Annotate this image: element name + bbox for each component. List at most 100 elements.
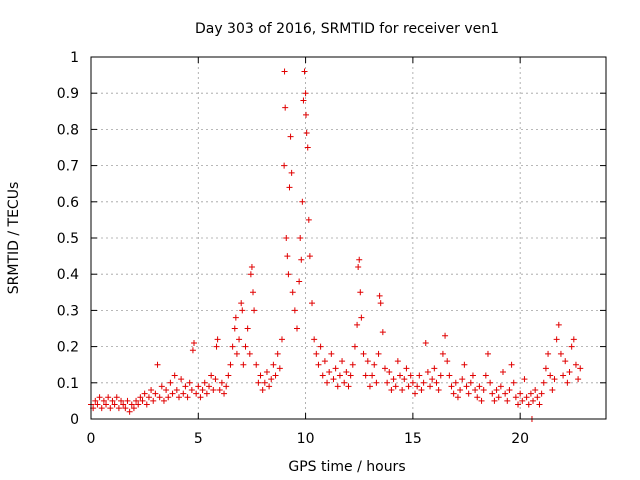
data-point bbox=[512, 394, 519, 401]
data-point bbox=[113, 394, 120, 401]
data-point bbox=[107, 405, 114, 412]
data-point bbox=[309, 300, 316, 307]
data-point bbox=[238, 300, 245, 307]
data-point bbox=[167, 379, 174, 386]
data-point bbox=[122, 405, 129, 412]
data-point bbox=[444, 358, 451, 365]
data-point bbox=[302, 90, 309, 97]
data-point bbox=[452, 379, 459, 386]
data-point bbox=[98, 405, 105, 412]
data-point bbox=[474, 394, 481, 401]
data-point bbox=[508, 361, 515, 368]
data-point bbox=[195, 383, 202, 390]
data-point bbox=[328, 350, 335, 357]
data-points bbox=[88, 68, 584, 422]
data-point bbox=[538, 390, 545, 397]
data-point bbox=[354, 321, 361, 328]
data-point bbox=[281, 162, 288, 169]
data-point bbox=[343, 368, 350, 375]
data-point bbox=[268, 376, 275, 383]
data-point bbox=[465, 390, 472, 397]
data-point bbox=[472, 387, 479, 394]
data-point bbox=[405, 383, 412, 390]
data-point bbox=[566, 368, 573, 375]
data-point bbox=[399, 387, 406, 394]
data-point bbox=[282, 104, 289, 111]
data-point bbox=[568, 343, 575, 350]
data-point bbox=[223, 383, 230, 390]
data-point bbox=[165, 394, 172, 401]
data-point bbox=[244, 325, 251, 332]
data-point bbox=[495, 394, 502, 401]
data-point bbox=[356, 256, 363, 263]
data-point bbox=[491, 397, 498, 404]
data-point bbox=[437, 372, 444, 379]
data-point bbox=[362, 372, 369, 379]
chart-title: Day 303 of 2016, SRMTID for receiver ven… bbox=[195, 21, 499, 37]
data-point bbox=[433, 379, 440, 386]
data-point bbox=[319, 372, 326, 379]
data-point bbox=[182, 383, 189, 390]
data-point bbox=[96, 394, 103, 401]
data-point bbox=[109, 397, 116, 404]
data-point bbox=[233, 350, 240, 357]
data-point bbox=[394, 358, 401, 365]
data-point bbox=[376, 292, 383, 299]
data-point bbox=[229, 343, 236, 350]
y-axis-title: SRMTID / TECUs bbox=[6, 182, 22, 295]
data-point bbox=[429, 376, 436, 383]
data-point bbox=[199, 387, 206, 394]
data-point bbox=[126, 408, 133, 415]
data-point bbox=[547, 372, 554, 379]
data-point bbox=[390, 376, 397, 383]
data-point bbox=[173, 387, 180, 394]
data-point bbox=[478, 397, 485, 404]
data-point bbox=[278, 336, 285, 343]
data-point bbox=[171, 372, 178, 379]
data-point bbox=[197, 394, 204, 401]
data-point bbox=[212, 376, 219, 383]
data-point bbox=[469, 372, 476, 379]
data-point bbox=[103, 401, 110, 408]
data-point bbox=[355, 263, 362, 270]
data-point bbox=[431, 365, 438, 372]
data-point bbox=[476, 383, 483, 390]
data-point bbox=[300, 97, 307, 104]
data-point bbox=[313, 350, 320, 357]
data-point bbox=[100, 397, 107, 404]
data-point bbox=[555, 321, 562, 328]
data-point bbox=[515, 401, 522, 408]
data-point bbox=[392, 383, 399, 390]
data-point bbox=[570, 336, 577, 343]
x-tick-label: 5 bbox=[194, 431, 203, 447]
data-point bbox=[412, 390, 419, 397]
data-point bbox=[403, 365, 410, 372]
data-point bbox=[463, 383, 470, 390]
data-point bbox=[287, 133, 294, 140]
data-point bbox=[311, 336, 318, 343]
data-point bbox=[299, 198, 306, 205]
data-point bbox=[305, 216, 312, 223]
data-point bbox=[154, 361, 161, 368]
data-point bbox=[349, 361, 356, 368]
data-point bbox=[208, 372, 215, 379]
data-point bbox=[232, 314, 239, 321]
data-point bbox=[326, 368, 333, 375]
data-point bbox=[401, 376, 408, 383]
data-point bbox=[225, 372, 232, 379]
data-point bbox=[324, 379, 331, 386]
data-point bbox=[332, 365, 339, 372]
data-point bbox=[284, 253, 291, 260]
data-point bbox=[577, 365, 584, 372]
data-point bbox=[572, 361, 579, 368]
data-point bbox=[251, 307, 258, 314]
data-point bbox=[371, 361, 378, 368]
data-point bbox=[216, 387, 223, 394]
data-point bbox=[358, 314, 365, 321]
data-point bbox=[141, 390, 148, 397]
data-point bbox=[375, 350, 382, 357]
data-point bbox=[336, 372, 343, 379]
data-point bbox=[239, 307, 246, 314]
data-point bbox=[439, 350, 446, 357]
